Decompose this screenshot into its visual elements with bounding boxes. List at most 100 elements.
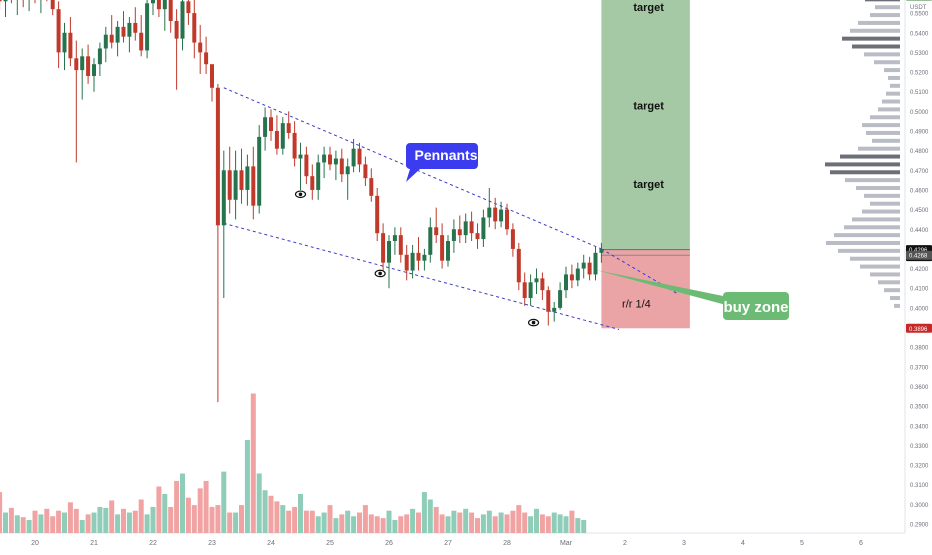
volume-bar xyxy=(132,510,138,533)
candle xyxy=(351,138,356,173)
volume-bar xyxy=(498,512,504,533)
candle xyxy=(109,15,114,49)
candle-body xyxy=(546,290,551,312)
time-tick-label: 5 xyxy=(800,540,804,547)
candle xyxy=(487,187,492,228)
price-tick-label: 0.4500 xyxy=(910,208,929,214)
candle xyxy=(381,223,386,271)
volume-bar xyxy=(362,505,368,533)
candle-body xyxy=(204,52,209,65)
volume-bar xyxy=(3,512,8,533)
candle-body xyxy=(540,278,545,291)
candle xyxy=(280,117,285,155)
volume-bar xyxy=(534,508,539,533)
volume-profile-bar xyxy=(850,28,900,33)
candle-body xyxy=(86,56,91,76)
volume-bar xyxy=(85,514,91,533)
price-tick-label: 0.4900 xyxy=(910,130,929,136)
volume-bar xyxy=(79,519,85,533)
candle xyxy=(333,150,338,181)
eye-pupil xyxy=(298,192,303,197)
candle-body xyxy=(339,158,344,175)
time-tick-label: 25 xyxy=(326,540,334,547)
candle xyxy=(151,0,155,16)
candle-body xyxy=(239,170,244,190)
candle-body xyxy=(245,166,250,190)
volume-bar xyxy=(144,514,150,533)
volume-profile-bar xyxy=(886,91,900,96)
candle xyxy=(168,0,173,33)
volume-bar xyxy=(32,510,38,533)
candle-body xyxy=(516,248,521,283)
candle-body xyxy=(375,195,380,234)
candle-body xyxy=(215,87,220,226)
price-tick-label: 0.4000 xyxy=(910,306,929,312)
volume-profile-bar xyxy=(852,217,900,222)
candle xyxy=(451,219,456,253)
volume-bar xyxy=(404,514,410,533)
price-tick-label: 0.5500 xyxy=(910,12,929,18)
volume-profile-bar xyxy=(838,248,900,253)
volume-profile-bar xyxy=(890,296,900,301)
candle-body xyxy=(434,227,439,236)
candle xyxy=(387,235,391,289)
volume-profile-bar xyxy=(870,201,900,206)
candle-body xyxy=(133,22,138,33)
candle-body xyxy=(127,22,132,37)
candle xyxy=(56,1,61,69)
risk-reward-label: r/r 1/4 xyxy=(622,298,651,310)
volume-bar xyxy=(463,508,469,533)
volume-bar xyxy=(563,516,569,533)
price-tag-box xyxy=(906,250,932,260)
candle xyxy=(328,146,332,171)
volume-bar xyxy=(315,516,321,533)
candle-body xyxy=(446,241,450,261)
candle-body xyxy=(481,217,486,240)
volume-profile-bar xyxy=(864,193,900,198)
time-tick-label: 6 xyxy=(859,540,863,547)
candle-body xyxy=(505,209,509,230)
candle-body xyxy=(269,117,273,131)
candle xyxy=(410,244,415,279)
volume-bar xyxy=(445,516,451,533)
candle xyxy=(145,0,150,59)
candle xyxy=(62,22,67,71)
candle xyxy=(416,237,421,271)
buy-zone-box xyxy=(723,292,789,320)
time-tick-label: 4 xyxy=(741,540,745,547)
volume-bar xyxy=(109,500,115,533)
candle xyxy=(469,211,474,242)
volume-bar xyxy=(185,497,191,533)
candle xyxy=(481,209,486,247)
candle-body xyxy=(440,235,445,261)
candle xyxy=(180,0,185,51)
candle xyxy=(581,254,586,279)
candle xyxy=(593,246,598,281)
time-tick-label: 26 xyxy=(385,540,393,547)
candle-body xyxy=(493,207,498,222)
volume-bar xyxy=(244,440,250,533)
candle xyxy=(298,142,303,190)
candle xyxy=(440,223,445,269)
volume-bar xyxy=(174,480,180,533)
candle xyxy=(92,58,96,92)
candle xyxy=(398,227,403,263)
volume-bar xyxy=(115,514,121,533)
volume-bar xyxy=(345,510,351,533)
volume-profile-bar xyxy=(834,233,900,238)
volume-profile-bar xyxy=(888,75,900,80)
candle-body xyxy=(351,148,356,167)
volume-bar xyxy=(239,505,244,533)
candle xyxy=(310,164,315,200)
candle-body xyxy=(558,290,563,308)
candle-body xyxy=(316,162,321,190)
volume-bars xyxy=(0,393,587,533)
volume-bar xyxy=(103,507,109,533)
candle xyxy=(428,217,433,263)
candle xyxy=(204,36,209,75)
price-tag-label: 0.5587 xyxy=(909,0,928,1)
volume-profile-bar xyxy=(872,138,900,143)
volume-bar xyxy=(351,516,357,533)
candle-body xyxy=(357,148,362,165)
